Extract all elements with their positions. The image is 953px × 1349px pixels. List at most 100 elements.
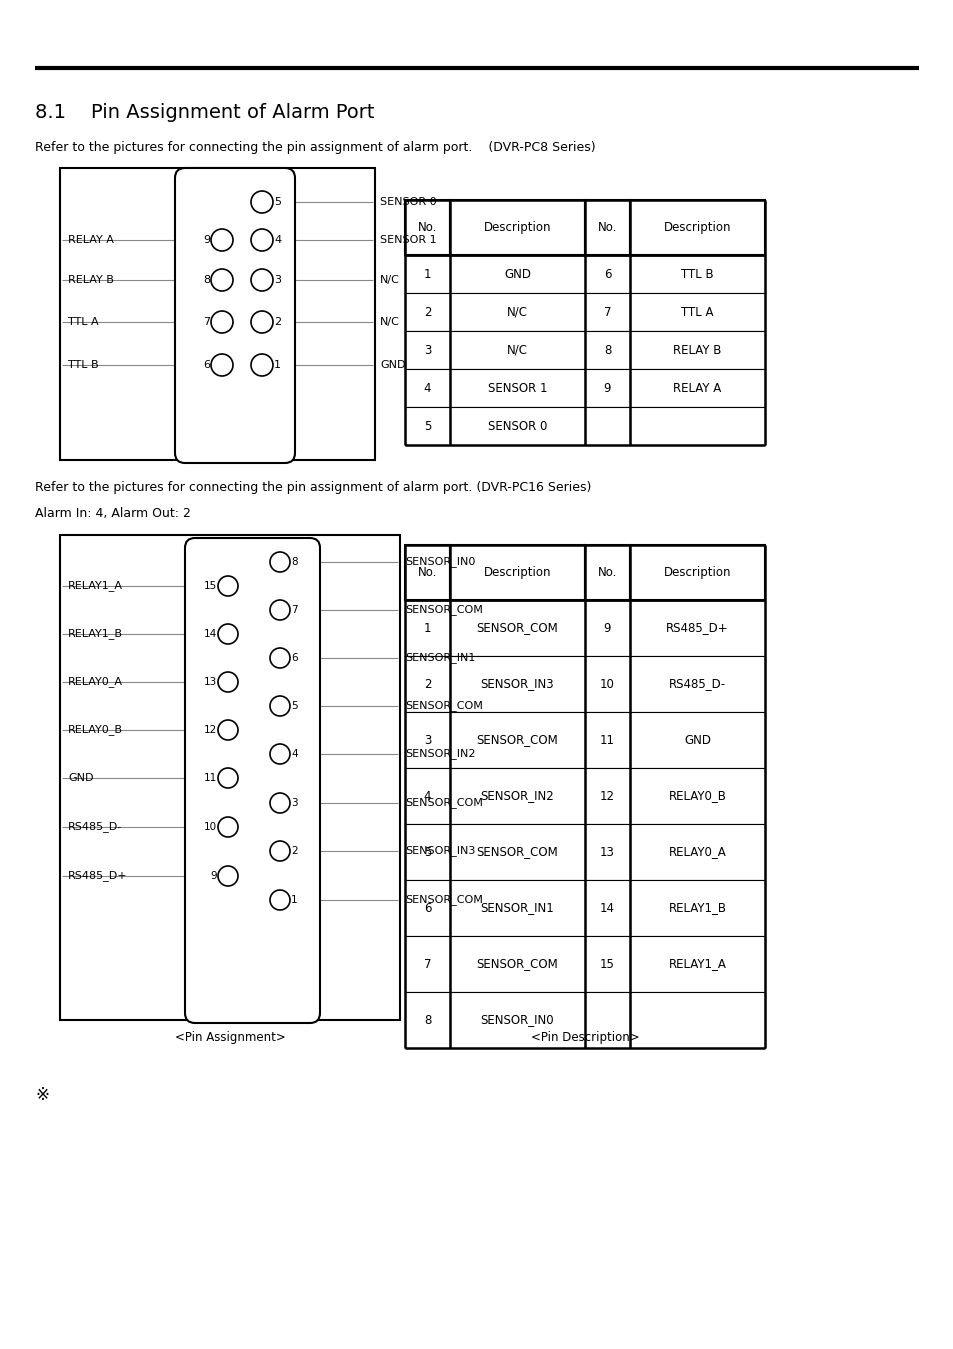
Bar <box>450 545 584 600</box>
Circle shape <box>270 648 290 668</box>
Bar <box>405 600 450 656</box>
Bar <box>450 936 584 992</box>
Text: 2: 2 <box>291 846 297 857</box>
Bar <box>450 880 584 936</box>
Bar <box>450 200 584 255</box>
Text: SENSOR 0: SENSOR 0 <box>379 197 436 206</box>
Bar <box>584 200 629 255</box>
Circle shape <box>251 353 273 376</box>
Text: Description: Description <box>483 567 551 579</box>
Text: 6: 6 <box>603 267 611 281</box>
Bar <box>405 331 450 370</box>
Text: RELAY1_B: RELAY1_B <box>668 901 726 915</box>
Text: Description: Description <box>483 221 551 233</box>
Text: 1: 1 <box>291 894 297 905</box>
Text: No.: No. <box>417 221 436 233</box>
Text: RS485_D+: RS485_D+ <box>665 622 728 634</box>
Text: 3: 3 <box>274 275 281 285</box>
Bar <box>629 200 764 255</box>
Text: 4: 4 <box>423 382 431 394</box>
Text: N/C: N/C <box>379 275 399 285</box>
Text: RS485_D+: RS485_D+ <box>68 870 128 881</box>
Text: 8: 8 <box>203 275 210 285</box>
Bar <box>405 545 450 600</box>
Bar <box>629 370 764 407</box>
Text: Alarm In: 4, Alarm Out: 2: Alarm In: 4, Alarm Out: 2 <box>35 506 191 519</box>
Text: Refer to the pictures for connecting the pin assignment of alarm port. (DVR-PC16: Refer to the pictures for connecting the… <box>35 480 591 494</box>
Text: SENSOR_IN2: SENSOR_IN2 <box>480 789 554 803</box>
Text: 12: 12 <box>599 789 615 803</box>
Text: TTL B: TTL B <box>680 267 713 281</box>
Text: SENSOR 1: SENSOR 1 <box>379 235 436 246</box>
Text: 2: 2 <box>423 305 431 318</box>
Bar <box>405 200 450 255</box>
Bar <box>405 255 450 293</box>
Text: N/C: N/C <box>379 317 399 326</box>
Circle shape <box>218 576 237 596</box>
Text: RELAY B: RELAY B <box>68 275 113 285</box>
Text: GND: GND <box>68 773 93 782</box>
Bar <box>60 169 375 460</box>
Text: SENSOR_COM: SENSOR_COM <box>405 604 482 615</box>
Bar <box>584 370 629 407</box>
Text: 3: 3 <box>423 734 431 746</box>
Circle shape <box>218 625 237 643</box>
Text: TTL B: TTL B <box>68 360 98 370</box>
Text: SENSOR_IN0: SENSOR_IN0 <box>480 1013 554 1027</box>
Bar <box>629 331 764 370</box>
Bar <box>584 407 629 445</box>
Bar <box>629 768 764 824</box>
Circle shape <box>270 793 290 813</box>
Text: No.: No. <box>598 221 617 233</box>
Text: GND: GND <box>683 734 710 746</box>
Text: 7: 7 <box>203 317 210 326</box>
Bar <box>450 600 584 656</box>
Circle shape <box>218 672 237 692</box>
Bar <box>584 656 629 712</box>
Text: 8: 8 <box>291 557 297 567</box>
Circle shape <box>211 312 233 333</box>
Text: RELAY0_B: RELAY0_B <box>668 789 725 803</box>
Text: RELAY0_B: RELAY0_B <box>68 724 123 735</box>
Bar <box>629 992 764 1048</box>
Text: ※: ※ <box>35 1086 49 1103</box>
Bar <box>629 824 764 880</box>
Text: RELAY1_A: RELAY1_A <box>68 580 123 591</box>
Text: 15: 15 <box>204 581 216 591</box>
Text: 9: 9 <box>211 871 216 881</box>
Text: No.: No. <box>598 567 617 579</box>
Bar <box>450 255 584 293</box>
Circle shape <box>251 268 273 291</box>
Text: RELAY1_B: RELAY1_B <box>68 629 123 639</box>
Circle shape <box>270 890 290 911</box>
Text: TTL A: TTL A <box>68 317 98 326</box>
Text: 4: 4 <box>291 749 297 759</box>
Bar <box>405 768 450 824</box>
Circle shape <box>218 768 237 788</box>
Text: GND: GND <box>379 360 405 370</box>
Text: SENSOR_COM: SENSOR_COM <box>476 846 558 858</box>
Circle shape <box>218 817 237 836</box>
Bar <box>450 331 584 370</box>
Bar <box>629 656 764 712</box>
Text: <Pin Assignment>: <Pin Assignment> <box>174 1032 285 1044</box>
Text: 8: 8 <box>423 1013 431 1027</box>
Text: <Pin Description>: <Pin Description> <box>530 1032 639 1044</box>
Circle shape <box>218 866 237 886</box>
Bar <box>584 880 629 936</box>
Bar <box>584 293 629 331</box>
Text: 14: 14 <box>599 901 615 915</box>
Bar <box>629 712 764 768</box>
Text: 6: 6 <box>423 901 431 915</box>
Text: 10: 10 <box>599 677 615 691</box>
Text: RELAY1_A: RELAY1_A <box>668 958 725 970</box>
Text: No.: No. <box>417 567 436 579</box>
Bar <box>405 880 450 936</box>
Text: SENSOR_COM: SENSOR_COM <box>405 894 482 905</box>
Text: 15: 15 <box>599 958 615 970</box>
Text: 7: 7 <box>423 958 431 970</box>
Text: RELAY A: RELAY A <box>673 382 720 394</box>
Circle shape <box>270 840 290 861</box>
Bar <box>405 936 450 992</box>
Bar <box>450 656 584 712</box>
